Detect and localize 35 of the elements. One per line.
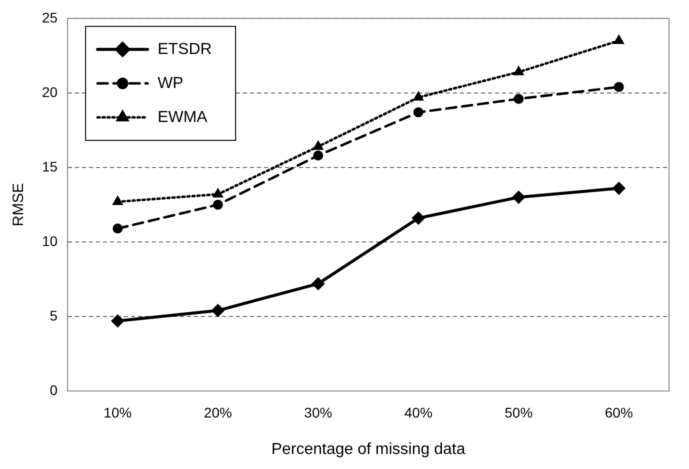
y-axis-title: RMSE (10, 183, 28, 226)
point (212, 188, 224, 198)
legend-label: ETSDR (158, 40, 212, 58)
point (614, 34, 624, 44)
point (612, 182, 626, 195)
y-tick-label: 20 (42, 84, 58, 100)
y-tick-label: 15 (42, 158, 58, 174)
point (412, 212, 425, 225)
y-tick-label: 25 (42, 9, 58, 26)
point (413, 91, 424, 101)
point (312, 140, 324, 150)
legend-label: EWMA (158, 108, 208, 126)
y-tick-label: 10 (42, 232, 58, 249)
point (614, 82, 624, 92)
y-tick-label: 0 (50, 382, 58, 398)
point (313, 150, 324, 161)
point (514, 94, 524, 104)
x-tick-label: 40% (404, 404, 432, 420)
x-tick-label: 30% (304, 404, 332, 420)
point (212, 200, 223, 210)
point (111, 314, 124, 328)
legend-label: WP (158, 74, 184, 92)
point (413, 107, 424, 118)
y-tick-label: 5 (50, 307, 58, 324)
x-tick-label: 60% (604, 404, 633, 420)
point (513, 66, 524, 76)
point (211, 304, 224, 318)
x-tick-label: 50% (504, 404, 533, 420)
point (312, 277, 325, 290)
x-tick-label: 10% (104, 404, 132, 420)
x-tick-label: 20% (204, 404, 232, 420)
point (112, 196, 123, 205)
point (512, 190, 526, 204)
point (112, 224, 123, 234)
x-axis-title: Percentage of missing data (271, 440, 466, 458)
